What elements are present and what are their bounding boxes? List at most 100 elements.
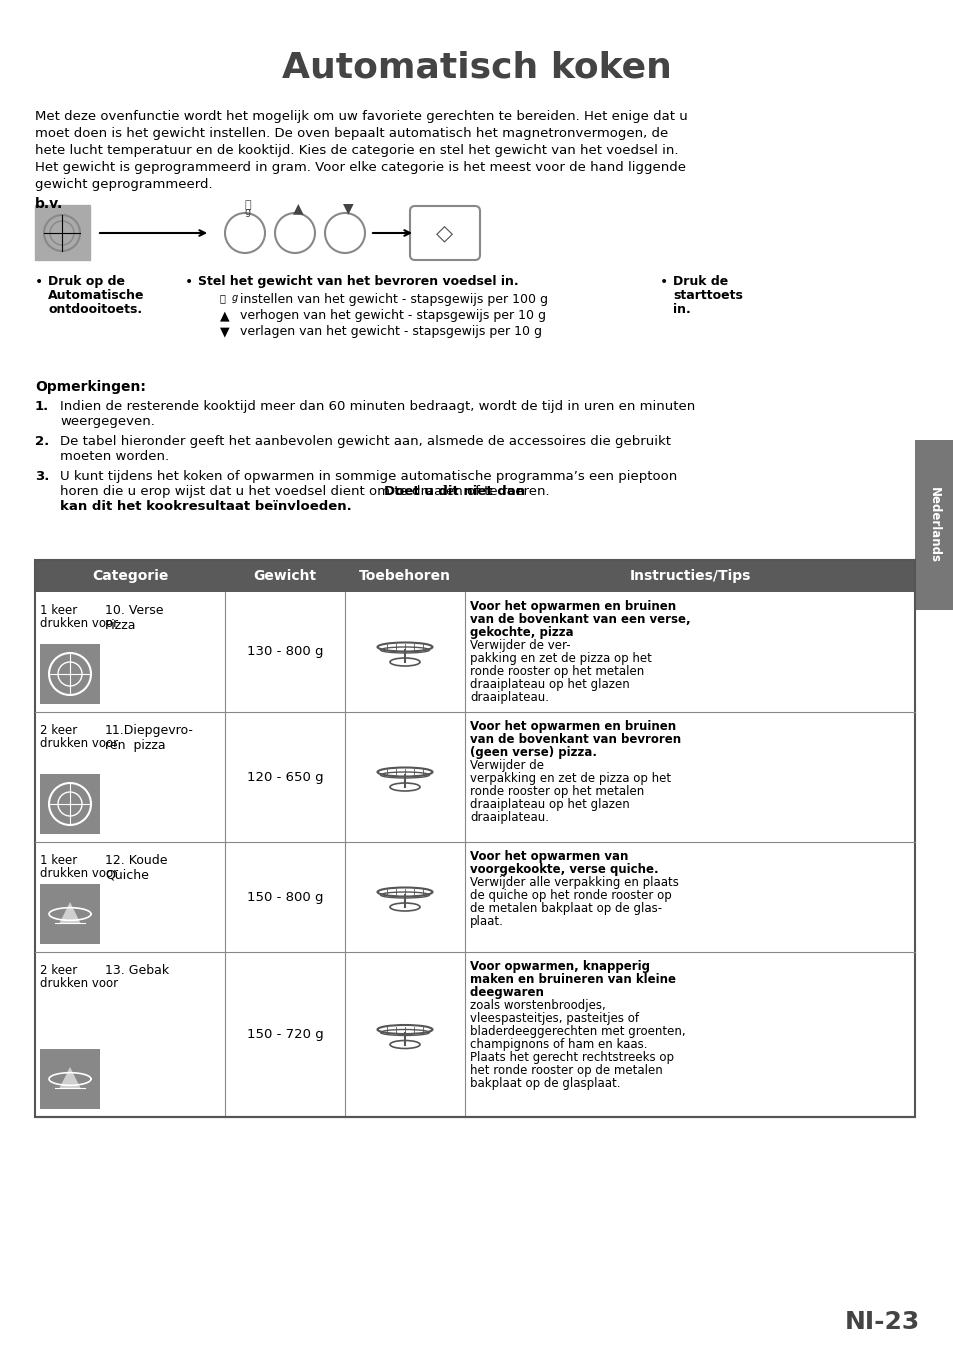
Text: deegwaren: deegwaren bbox=[470, 986, 547, 998]
Text: instellen van het gewicht - stapsgewijs per 100 g: instellen van het gewicht - stapsgewijs … bbox=[240, 293, 547, 305]
Text: Met deze ovenfunctie wordt het mogelijk om uw favoriete gerechten te bereiden. H: Met deze ovenfunctie wordt het mogelijk … bbox=[35, 109, 687, 123]
Text: drukken voor: drukken voor bbox=[40, 738, 118, 750]
Text: NI-23: NI-23 bbox=[843, 1310, 919, 1333]
Text: draaiplateau.: draaiplateau. bbox=[470, 811, 548, 824]
Text: het ronde rooster op de metalen: het ronde rooster op de metalen bbox=[470, 1065, 662, 1077]
Text: Druk de: Druk de bbox=[672, 276, 727, 288]
Text: ▼: ▼ bbox=[342, 201, 353, 215]
Text: Opmerkingen:: Opmerkingen: bbox=[35, 380, 146, 394]
Text: Indien de resterende kooktijd meer dan 60 minuten bedraagt, wordt de tijd in ure: Indien de resterende kooktijd meer dan 6… bbox=[60, 400, 695, 413]
Circle shape bbox=[225, 213, 265, 253]
Text: Nederlands: Nederlands bbox=[926, 486, 940, 563]
Text: verpakking en zet de pizza op het: verpakking en zet de pizza op het bbox=[470, 771, 670, 785]
Text: draaiplateau.: draaiplateau. bbox=[470, 690, 548, 704]
Text: 130 - 800 g: 130 - 800 g bbox=[247, 646, 323, 658]
Text: moeten worden.: moeten worden. bbox=[60, 450, 169, 463]
Text: van de bovenkant van een verse,: van de bovenkant van een verse, bbox=[470, 613, 690, 626]
Text: drukken voor: drukken voor bbox=[40, 867, 118, 880]
Text: pakking en zet de pizza op het: pakking en zet de pizza op het bbox=[470, 653, 651, 665]
Polygon shape bbox=[59, 902, 80, 923]
Text: 10. Verse
Pizza: 10. Verse Pizza bbox=[105, 604, 163, 632]
Text: verhogen van het gewicht - stapsgewijs per 10 g: verhogen van het gewicht - stapsgewijs p… bbox=[240, 309, 545, 322]
Text: Verwijder alle verpakking en plaats: Verwijder alle verpakking en plaats bbox=[470, 875, 679, 889]
Text: U kunt tijdens het koken of opwarmen in sommige automatische programma’s een pie: U kunt tijdens het koken of opwarmen in … bbox=[60, 470, 677, 484]
Text: Verwijder de: Verwijder de bbox=[470, 759, 543, 771]
Text: g: g bbox=[245, 207, 251, 218]
Text: maken en bruineren van kleine: maken en bruineren van kleine bbox=[470, 973, 676, 986]
Text: voorgekookte, verse quiche.: voorgekookte, verse quiche. bbox=[470, 863, 662, 875]
FancyBboxPatch shape bbox=[410, 205, 479, 259]
Text: verlagen van het gewicht - stapsgewijs per 10 g: verlagen van het gewicht - stapsgewijs p… bbox=[240, 326, 541, 338]
Text: Verwijder de ver-: Verwijder de ver- bbox=[470, 639, 570, 653]
Text: van de bovenkant van bevroren: van de bovenkant van bevroren bbox=[470, 734, 680, 746]
Text: 1.: 1. bbox=[35, 400, 50, 413]
Text: Automatisch koken: Automatisch koken bbox=[282, 51, 671, 85]
Text: plaat.: plaat. bbox=[470, 915, 503, 928]
Text: Gewicht: Gewicht bbox=[253, 569, 316, 584]
Text: ▲: ▲ bbox=[220, 309, 230, 322]
Text: 🔒: 🔒 bbox=[244, 200, 251, 209]
Text: 11.Diepgevro-
ren  pizza: 11.Diepgevro- ren pizza bbox=[105, 724, 193, 753]
Text: ▲: ▲ bbox=[293, 201, 303, 215]
Text: b.v.: b.v. bbox=[35, 197, 63, 211]
Text: kan dit het kookresultaat beïnvloeden.: kan dit het kookresultaat beïnvloeden. bbox=[60, 500, 352, 513]
Text: moet doen is het gewicht instellen. De oven bepaalt automatisch het magnetronver: moet doen is het gewicht instellen. De o… bbox=[35, 127, 667, 141]
Text: 120 - 650 g: 120 - 650 g bbox=[247, 770, 323, 784]
Text: drukken voor: drukken voor bbox=[40, 617, 118, 630]
Text: Voor het opwarmen en bruinen: Voor het opwarmen en bruinen bbox=[470, 600, 676, 613]
Text: weergegeven.: weergegeven. bbox=[60, 415, 154, 428]
Text: Doet u dit niet dan: Doet u dit niet dan bbox=[384, 485, 524, 499]
Text: bakplaat op de glasplaat.: bakplaat op de glasplaat. bbox=[470, 1077, 619, 1090]
Text: De tabel hieronder geeft het aanbevolen gewicht aan, alsmede de accessoires die : De tabel hieronder geeft het aanbevolen … bbox=[60, 435, 670, 449]
Text: gekochte, pizza: gekochte, pizza bbox=[470, 626, 578, 639]
Text: de quiche op het ronde rooster op: de quiche op het ronde rooster op bbox=[470, 889, 671, 902]
Text: ontdooitoets.: ontdooitoets. bbox=[48, 303, 142, 316]
Circle shape bbox=[274, 213, 314, 253]
Text: 🔒: 🔒 bbox=[220, 293, 226, 303]
FancyBboxPatch shape bbox=[35, 205, 90, 259]
Bar bbox=[35, 561, 914, 1117]
Text: Het gewicht is geprogrammeerd in gram. Voor elke categorie is het meest voor de : Het gewicht is geprogrammeerd in gram. V… bbox=[35, 161, 685, 174]
Bar bbox=[40, 1048, 100, 1109]
Text: ronde rooster op het metalen: ronde rooster op het metalen bbox=[470, 665, 643, 678]
Text: champignons of ham en kaas.: champignons of ham en kaas. bbox=[470, 1038, 647, 1051]
Text: zoals worstenbroodjes,: zoals worstenbroodjes, bbox=[470, 998, 605, 1012]
Text: •: • bbox=[35, 276, 43, 289]
Text: horen die u erop wijst dat u het voedsel dient om te draaien of te roeren.: horen die u erop wijst dat u het voedsel… bbox=[60, 485, 554, 499]
Text: ronde rooster op het metalen: ronde rooster op het metalen bbox=[470, 785, 643, 798]
Text: 13. Gebak: 13. Gebak bbox=[105, 965, 169, 977]
FancyBboxPatch shape bbox=[914, 440, 953, 611]
Text: 150 - 720 g: 150 - 720 g bbox=[247, 1028, 323, 1042]
Text: Plaats het gerecht rechtstreeks op: Plaats het gerecht rechtstreeks op bbox=[470, 1051, 673, 1065]
Bar bbox=[40, 884, 100, 944]
Bar bbox=[40, 774, 100, 834]
Text: 1 keer: 1 keer bbox=[40, 604, 77, 617]
Text: Automatische: Automatische bbox=[48, 289, 144, 303]
Text: de metalen bakplaat op de glas-: de metalen bakplaat op de glas- bbox=[470, 902, 661, 915]
Text: ▼: ▼ bbox=[220, 326, 230, 338]
Text: hete lucht temperatuur en de kooktijd. Kies de categorie en stel het gewicht van: hete lucht temperatuur en de kooktijd. K… bbox=[35, 145, 678, 157]
Text: Voor het opwarmen van: Voor het opwarmen van bbox=[470, 850, 628, 863]
Text: vleespasteitjes, pasteitjes of: vleespasteitjes, pasteitjes of bbox=[470, 1012, 639, 1025]
Text: ◇: ◇ bbox=[436, 223, 453, 243]
Text: •: • bbox=[185, 276, 193, 289]
Text: Toebehoren: Toebehoren bbox=[358, 569, 451, 584]
Text: 1 keer: 1 keer bbox=[40, 854, 77, 867]
Text: drukken voor: drukken voor bbox=[40, 977, 118, 990]
Text: 12. Koude
Quiche: 12. Koude Quiche bbox=[105, 854, 168, 882]
Text: Voor opwarmen, knapperig: Voor opwarmen, knapperig bbox=[470, 961, 649, 973]
Text: •: • bbox=[659, 276, 667, 289]
Text: in.: in. bbox=[672, 303, 690, 316]
Text: draaiplateau op het glazen: draaiplateau op het glazen bbox=[470, 798, 629, 811]
Circle shape bbox=[325, 213, 365, 253]
Text: gewicht geprogrammeerd.: gewicht geprogrammeerd. bbox=[35, 178, 213, 190]
Text: 2.: 2. bbox=[35, 435, 50, 449]
Text: 3.: 3. bbox=[35, 470, 50, 484]
Text: 2 keer: 2 keer bbox=[40, 965, 77, 977]
Text: Stel het gewicht van het bevroren voedsel in.: Stel het gewicht van het bevroren voedse… bbox=[198, 276, 518, 288]
Text: 2 keer: 2 keer bbox=[40, 724, 77, 738]
Bar bbox=[35, 561, 914, 592]
Text: (geen verse) pizza.: (geen verse) pizza. bbox=[470, 746, 600, 759]
Text: 150 - 800 g: 150 - 800 g bbox=[247, 890, 323, 904]
Text: bladerdeeggerechten met groenten,: bladerdeeggerechten met groenten, bbox=[470, 1025, 685, 1038]
